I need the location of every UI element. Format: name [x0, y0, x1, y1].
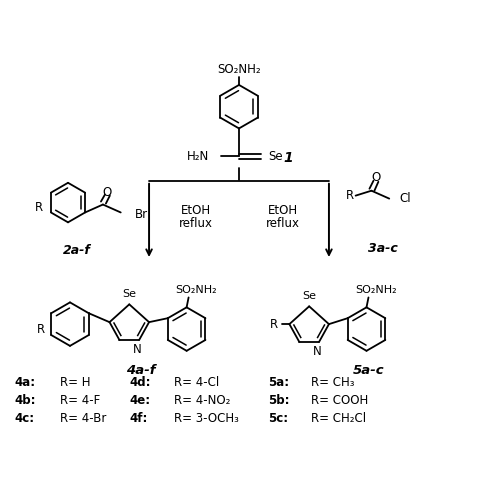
Text: 2a-f: 2a-f	[63, 244, 91, 256]
Text: R: R	[270, 318, 278, 330]
Text: R= 4-F: R= 4-F	[60, 394, 100, 406]
Text: reflux: reflux	[178, 217, 213, 230]
Text: N: N	[313, 346, 322, 358]
Text: 4a:: 4a:	[15, 376, 36, 389]
Text: 4f:: 4f:	[129, 412, 148, 424]
Text: EtOH: EtOH	[181, 204, 211, 217]
Text: R= CH₃: R= CH₃	[311, 376, 355, 389]
Text: reflux: reflux	[265, 217, 300, 230]
Text: 4a-f: 4a-f	[126, 364, 156, 377]
Text: Br: Br	[134, 208, 148, 221]
Text: EtOH: EtOH	[267, 204, 297, 217]
Text: R= 4-Cl: R= 4-Cl	[174, 376, 219, 389]
Text: SO₂NH₂: SO₂NH₂	[176, 284, 217, 294]
Text: 4d:: 4d:	[129, 376, 151, 389]
Text: 5a-c: 5a-c	[353, 364, 384, 377]
Text: 1: 1	[283, 151, 293, 165]
Text: R= 3-OCH₃: R= 3-OCH₃	[174, 412, 239, 424]
Text: R: R	[35, 201, 43, 214]
Text: N: N	[133, 344, 141, 356]
Text: R= CH₂Cl: R= CH₂Cl	[311, 412, 366, 424]
Text: 5c:: 5c:	[268, 412, 288, 424]
Text: R: R	[37, 322, 45, 336]
Text: Se: Se	[302, 292, 316, 302]
Text: 4b:: 4b:	[15, 394, 36, 406]
Text: R: R	[346, 189, 354, 202]
Text: SO₂NH₂: SO₂NH₂	[217, 62, 261, 76]
Text: Cl: Cl	[399, 192, 411, 205]
Text: 5b:: 5b:	[268, 394, 289, 406]
Text: 3a-c: 3a-c	[369, 242, 398, 254]
Text: H₂N: H₂N	[187, 150, 209, 162]
Text: R= 4-NO₂: R= 4-NO₂	[174, 394, 230, 406]
Text: Se: Se	[269, 150, 283, 162]
Text: 4c:: 4c:	[15, 412, 35, 424]
Text: O: O	[102, 186, 111, 199]
Text: SO₂NH₂: SO₂NH₂	[356, 284, 397, 294]
Text: R= COOH: R= COOH	[311, 394, 369, 406]
Text: 4e:: 4e:	[129, 394, 151, 406]
Text: Se: Se	[122, 290, 136, 300]
Text: O: O	[372, 172, 381, 184]
Text: 5a:: 5a:	[268, 376, 289, 389]
Text: R= 4-Br: R= 4-Br	[60, 412, 107, 424]
Text: R= H: R= H	[60, 376, 91, 389]
